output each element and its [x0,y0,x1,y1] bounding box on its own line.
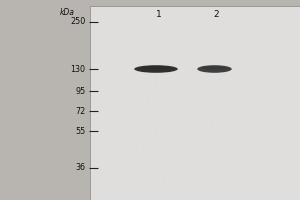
Text: 55: 55 [75,127,85,136]
Ellipse shape [202,66,227,70]
Ellipse shape [140,66,172,70]
Text: 36: 36 [76,163,85,172]
Text: 130: 130 [70,64,86,73]
Text: 250: 250 [70,18,85,26]
Ellipse shape [134,65,178,73]
Ellipse shape [197,65,232,73]
Text: 2: 2 [213,10,219,19]
Text: 95: 95 [75,87,85,96]
Text: kDa: kDa [60,8,75,17]
Bar [90,6,300,200]
Text: 1: 1 [156,10,162,19]
Text: 72: 72 [75,107,85,116]
